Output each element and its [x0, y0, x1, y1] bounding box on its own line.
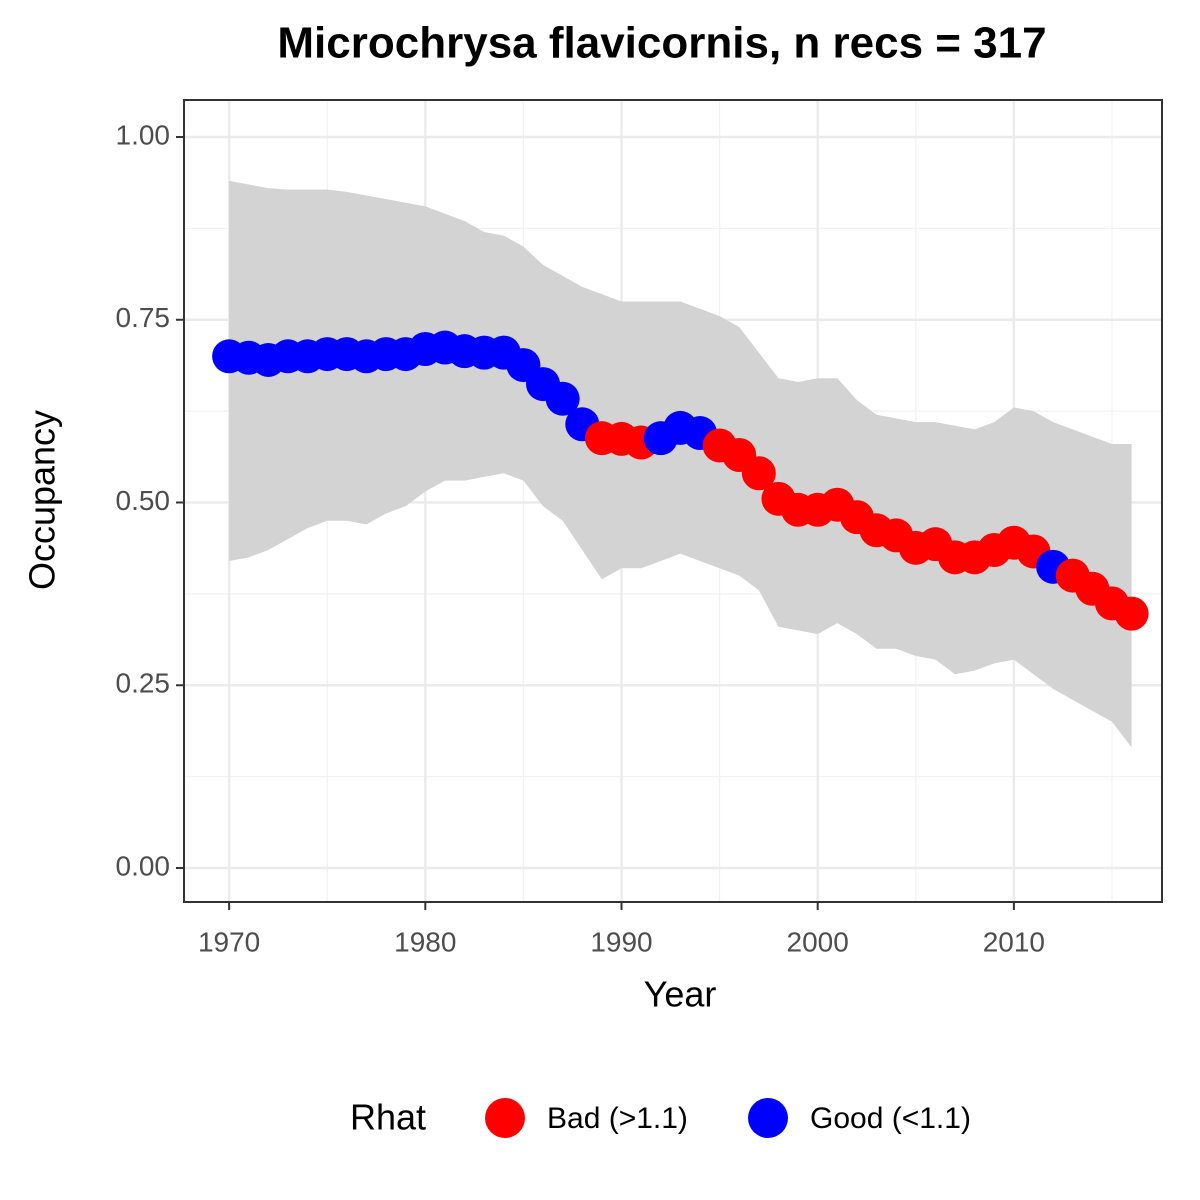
legend-label: Bad (>1.1) [547, 1102, 688, 1135]
point [545, 381, 580, 416]
x-tick-label: 2010 [983, 926, 1045, 957]
legend-label: Good (<1.1) [810, 1102, 971, 1135]
y-axis-label: Occupancy [22, 410, 63, 590]
x-tick-label: 2000 [787, 926, 849, 957]
x-tick-label: 1990 [590, 926, 652, 957]
panel-border [183, 99, 1163, 903]
x-tick-label: 1970 [198, 926, 260, 957]
legend-swatch [748, 1098, 788, 1138]
confidence-band [229, 180, 1132, 748]
chart-title: Microchrysa flavicornis, n recs = 317 [277, 19, 1046, 68]
legend-title: Rhat [350, 1097, 426, 1138]
legend-swatch [485, 1098, 525, 1138]
point [1114, 596, 1149, 631]
y-tick-label: 0.00 [116, 850, 171, 881]
x-tick-label: 1980 [394, 926, 456, 957]
x-axis-label: Year [644, 974, 717, 1015]
point [741, 456, 776, 491]
y-tick-label: 1.00 [116, 119, 171, 150]
y-tick-label: 0.75 [116, 302, 171, 333]
y-tick-label: 0.25 [116, 668, 171, 699]
y-tick-label: 0.50 [116, 485, 171, 516]
